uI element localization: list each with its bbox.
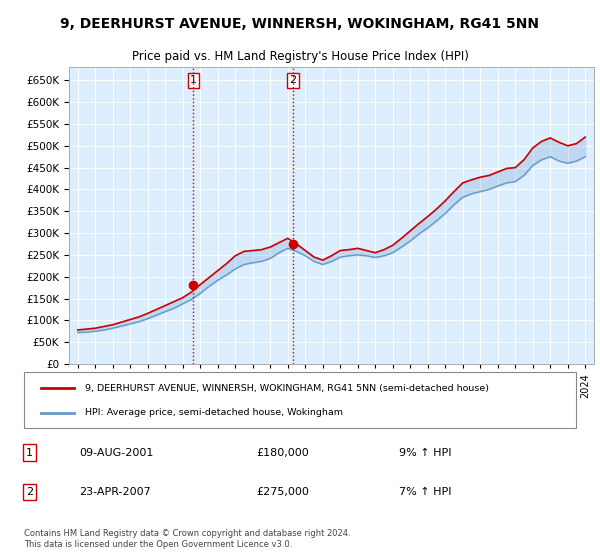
Text: 23-APR-2007: 23-APR-2007 [79, 487, 151, 497]
Text: 9, DEERHURST AVENUE, WINNERSH, WOKINGHAM, RG41 5NN: 9, DEERHURST AVENUE, WINNERSH, WOKINGHAM… [61, 17, 539, 31]
Text: £180,000: £180,000 [256, 448, 308, 458]
Text: HPI: Average price, semi-detached house, Wokingham: HPI: Average price, semi-detached house,… [85, 408, 343, 417]
Text: 1: 1 [26, 448, 33, 458]
Text: 9, DEERHURST AVENUE, WINNERSH, WOKINGHAM, RG41 5NN (semi-detached house): 9, DEERHURST AVENUE, WINNERSH, WOKINGHAM… [85, 384, 489, 393]
Text: 9% ↑ HPI: 9% ↑ HPI [400, 448, 452, 458]
Text: 09-AUG-2001: 09-AUG-2001 [79, 448, 154, 458]
FancyBboxPatch shape [24, 372, 576, 428]
Text: 2: 2 [289, 75, 296, 85]
Text: 1: 1 [190, 75, 197, 85]
Text: Contains HM Land Registry data © Crown copyright and database right 2024.
This d: Contains HM Land Registry data © Crown c… [24, 529, 350, 549]
Text: 7% ↑ HPI: 7% ↑ HPI [400, 487, 452, 497]
Text: 2: 2 [26, 487, 33, 497]
Text: £275,000: £275,000 [256, 487, 309, 497]
Text: Price paid vs. HM Land Registry's House Price Index (HPI): Price paid vs. HM Land Registry's House … [131, 50, 469, 63]
